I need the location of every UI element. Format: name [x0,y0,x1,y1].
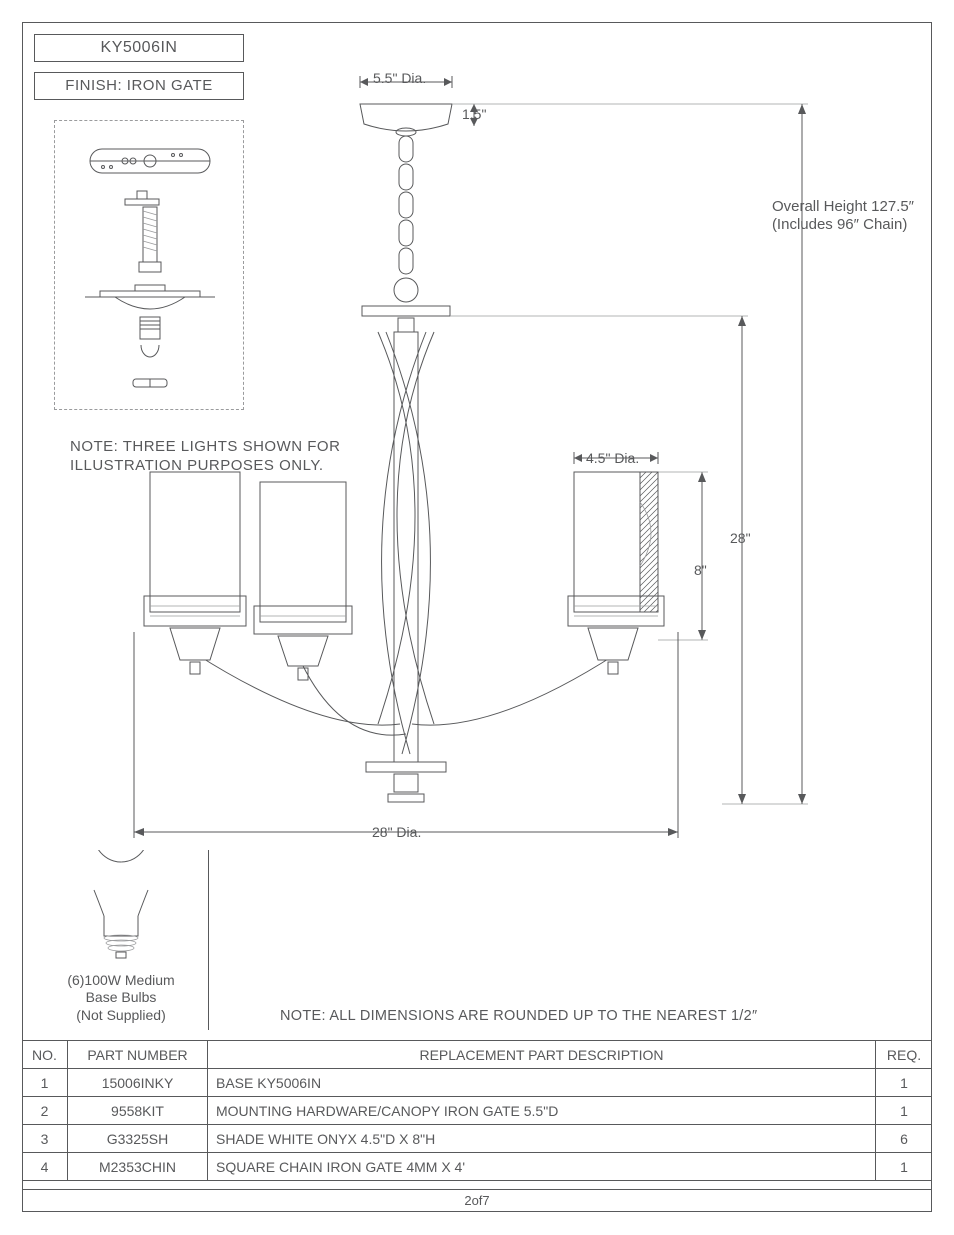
dim-canopy-dia: 5.5" Dia. [373,70,426,86]
col-req: REQ. [876,1041,932,1069]
bulb-l2: Base Bulbs [86,989,157,1005]
bulb-l3: (Not Supplied) [76,1007,166,1023]
spec-sheet: KY5006IN FINISH: IRON GATE [0,0,954,1235]
col-part: PART NUMBER [68,1041,208,1069]
page-footer: 2of7 [22,1189,932,1213]
dim-shade-h: 8" [694,562,707,578]
dim-overall-dia: 28" Dia. [372,824,421,840]
col-no: NO. [22,1041,68,1069]
dim-body-h: 28" [730,530,751,546]
dim-canopy-h: 1.5" [462,106,486,122]
dim-shade-dia: 4.5" Dia. [586,450,639,466]
table-row: 4 M2353CHIN SQUARE CHAIN IRON GATE 4MM X… [22,1153,932,1181]
table-header: NO. PART NUMBER REPLACEMENT PART DESCRIP… [22,1041,932,1069]
dimensions-note: NOTE: ALL DIMENSIONS ARE ROUNDED UP TO T… [280,1008,757,1024]
main-drawing [22,34,932,854]
table-row: 2 9558KIT MOUNTING HARDWARE/CANOPY IRON … [22,1097,932,1125]
col-desc: REPLACEMENT PART DESCRIPTION [208,1041,876,1069]
bulb-icon [34,850,209,970]
table-row: 3 G3325SH SHADE WHITE ONYX 4.5"D X 8"H 6 [22,1125,932,1153]
parts-table: NO. PART NUMBER REPLACEMENT PART DESCRIP… [22,1040,932,1181]
bulb-l1: (6)100W Medium [67,972,174,988]
table-row: 1 15006INKY BASE KY5006IN 1 [22,1069,932,1097]
bulb-info-block: (6)100W Medium Base Bulbs (Not Supplied) [34,850,209,1030]
